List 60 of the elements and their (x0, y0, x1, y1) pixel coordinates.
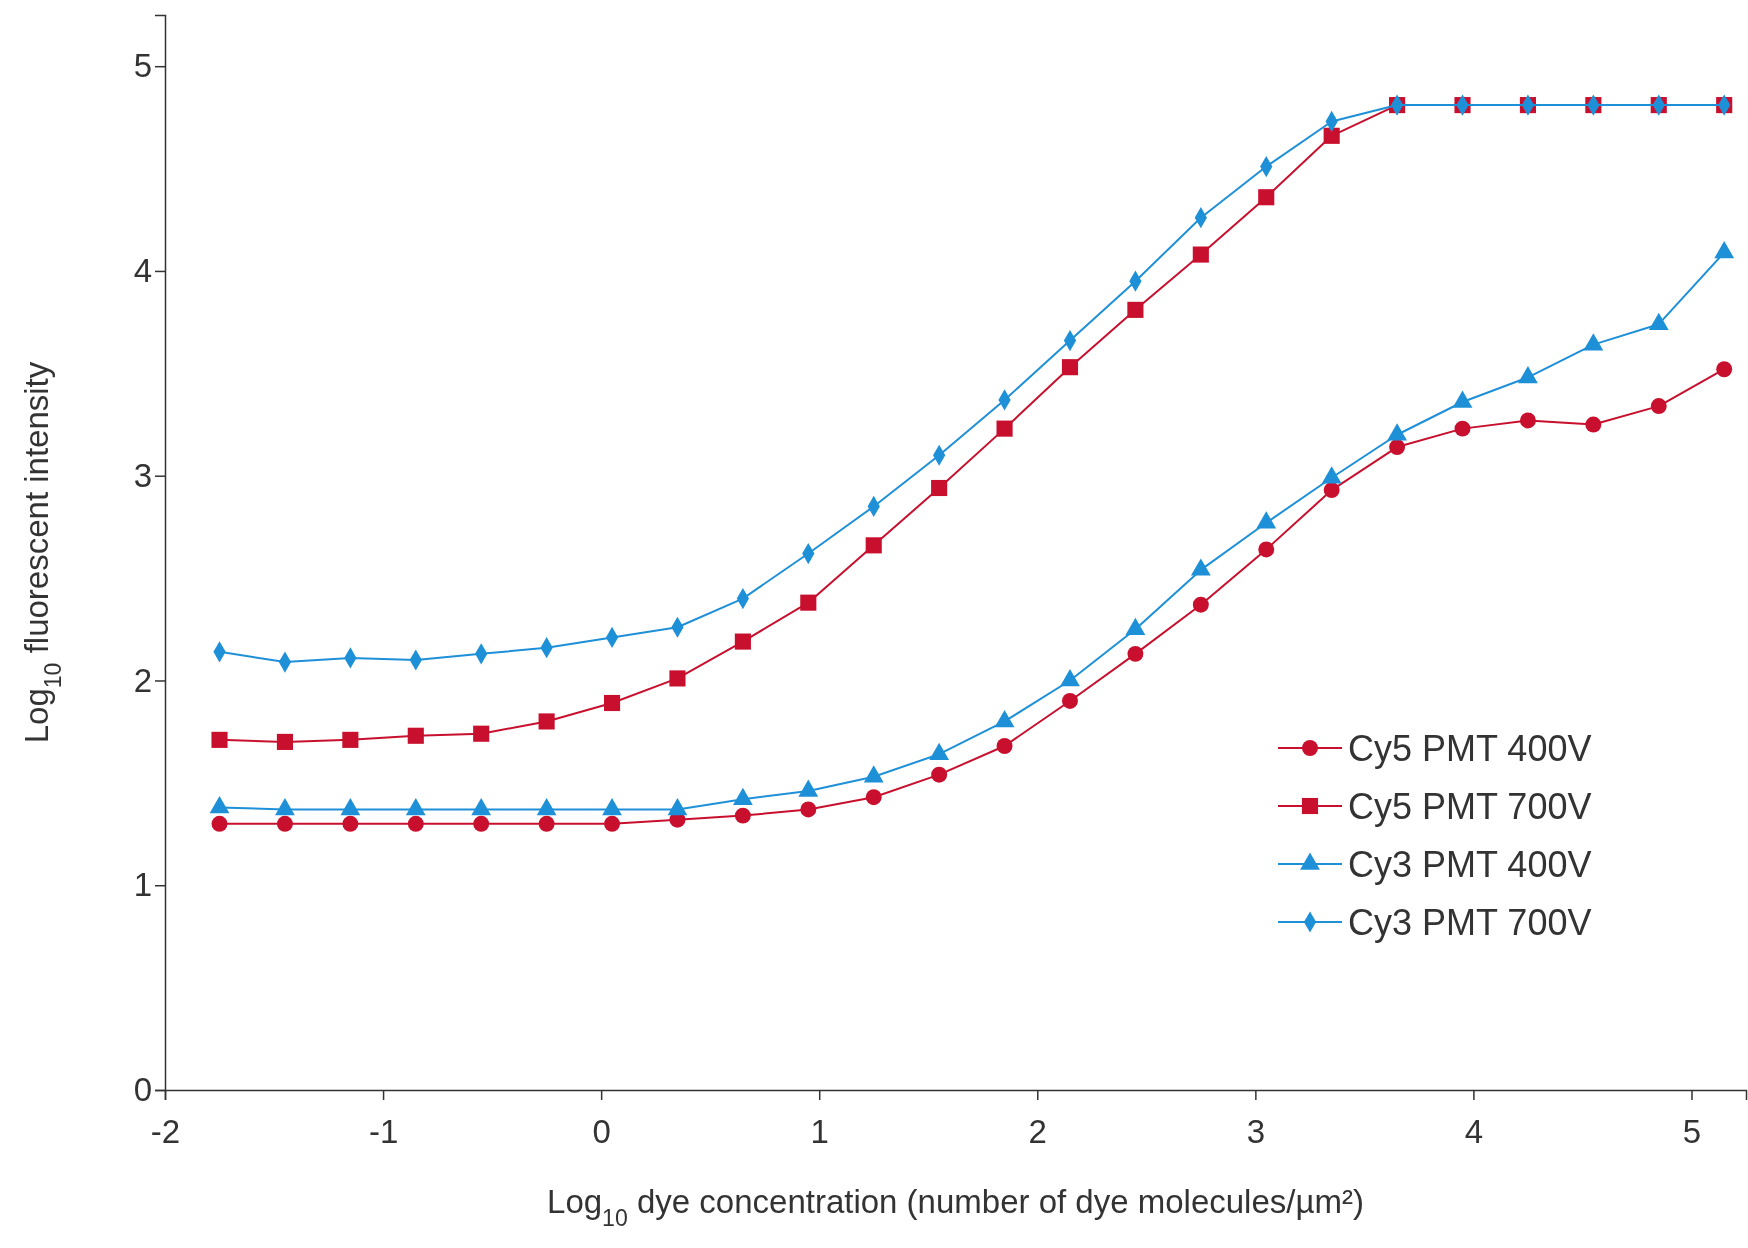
legend-label: Cy3 PMT 700V (1348, 901, 1592, 943)
point (734, 807, 751, 824)
x-tick-label: 0 (592, 1112, 611, 1150)
point (1127, 645, 1144, 662)
point (211, 815, 228, 832)
point (407, 815, 424, 832)
point (1323, 482, 1340, 499)
point (865, 537, 882, 554)
point (1258, 189, 1275, 206)
point (1585, 416, 1602, 433)
point (734, 633, 751, 650)
x-tick-label: 5 (1682, 1112, 1702, 1150)
point (1062, 692, 1078, 709)
point (800, 594, 817, 611)
point (1716, 361, 1733, 378)
legend-label: Cy5 PMT 700V (1348, 785, 1592, 827)
point (931, 479, 948, 497)
point (538, 713, 555, 730)
point (1061, 359, 1079, 376)
point (473, 815, 490, 832)
x-tick-label: 3 (1246, 1112, 1266, 1150)
point (1192, 246, 1209, 263)
point (1192, 596, 1209, 613)
point (1519, 412, 1536, 429)
point (342, 815, 359, 832)
point (276, 733, 293, 750)
point (1323, 127, 1340, 144)
y-tick-label: 3 (133, 456, 152, 494)
x-tick-label: 2 (1028, 1112, 1047, 1150)
y-tick-label: 5 (133, 47, 152, 85)
point (669, 670, 686, 687)
point (931, 766, 948, 783)
point (1650, 398, 1667, 415)
point (603, 694, 621, 712)
point (473, 725, 490, 742)
x-tick-label: -2 (150, 1112, 181, 1150)
legend-label: Cy5 PMT 400V (1348, 727, 1592, 769)
point (1454, 420, 1471, 437)
y-tick-label: 4 (133, 252, 152, 290)
x-tick-label: 1 (810, 1112, 829, 1150)
point (342, 731, 359, 748)
x-tick-label: -1 (368, 1112, 399, 1150)
point (800, 801, 817, 818)
point (407, 727, 424, 744)
point (211, 731, 228, 748)
point (1389, 439, 1406, 456)
point (276, 815, 293, 832)
x-axis-title: Log$_{10}$ dye concentration (number of dye molecules/µm²) (547, 1183, 1364, 1231)
y-tick-label: 0 (133, 1071, 152, 1109)
x-tick-label: 4 (1464, 1112, 1484, 1150)
point (996, 420, 1013, 437)
y-tick-label: 1 (133, 866, 152, 904)
point (604, 815, 621, 832)
y-tick-label: 2 (133, 661, 152, 699)
point (1258, 541, 1275, 558)
legend-label: Cy3 PMT 400V (1348, 843, 1592, 885)
point (1127, 301, 1144, 318)
point (996, 738, 1013, 754)
point (865, 789, 882, 806)
point (538, 815, 555, 832)
